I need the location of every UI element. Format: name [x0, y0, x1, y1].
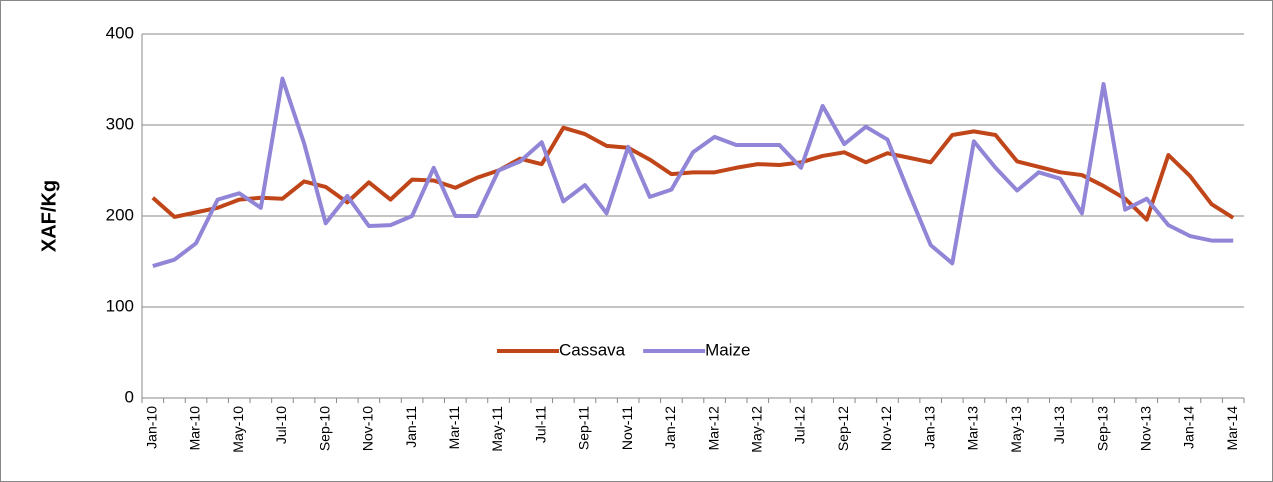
- x-tick-label: Mar-13: [965, 406, 981, 451]
- x-tick-label: May-13: [1008, 406, 1024, 453]
- x-tick-label: Mar-10: [187, 406, 203, 451]
- x-tick-label: Jan-11: [403, 406, 419, 448]
- x-tick-label: Jan-13: [921, 406, 937, 449]
- y-tick-label: 200: [106, 205, 134, 224]
- x-tick-label: Sep-13: [1094, 406, 1110, 451]
- x-tick-label: Jan-14: [1181, 406, 1197, 449]
- y-axis-title: XAF/Kg: [38, 180, 60, 252]
- x-tick-label: Jul-10: [273, 406, 289, 444]
- x-tick-label: Jan-10: [144, 406, 160, 449]
- x-tick-label: Sep-10: [316, 406, 332, 451]
- x-tick-label: Nov-10: [360, 406, 376, 451]
- y-tick-label: 0: [125, 387, 134, 406]
- legend-label: Maize: [705, 340, 750, 359]
- y-tick-label: 100: [106, 296, 134, 315]
- x-tick-label: Jul-12: [792, 406, 808, 444]
- x-tick-label: Sep-11: [576, 406, 592, 450]
- x-tick-label: Jul-11: [532, 406, 548, 443]
- x-tick-label: Sep-12: [835, 406, 851, 451]
- x-tick-label: Nov-12: [878, 406, 894, 451]
- x-tick-label: May-11: [489, 406, 505, 452]
- y-tick-label: 400: [106, 23, 134, 42]
- x-tick-label: Nov-13: [1137, 406, 1153, 451]
- series-line: [151, 125, 1235, 222]
- x-tick-label: Mar-14: [1224, 406, 1240, 451]
- x-tick-label: May-10: [230, 406, 246, 453]
- legend-label: Cassava: [559, 340, 626, 359]
- x-tick-label: Mar-11: [446, 406, 462, 450]
- x-tick-label: May-12: [749, 406, 765, 453]
- x-tick-label: Jul-13: [1051, 406, 1067, 444]
- x-tick-label: Nov-11: [619, 406, 635, 450]
- y-tick-label: 300: [106, 114, 134, 133]
- x-tick-label: Mar-12: [705, 406, 721, 451]
- x-tick-label: Jan-12: [662, 406, 678, 449]
- series-line: [152, 76, 1234, 268]
